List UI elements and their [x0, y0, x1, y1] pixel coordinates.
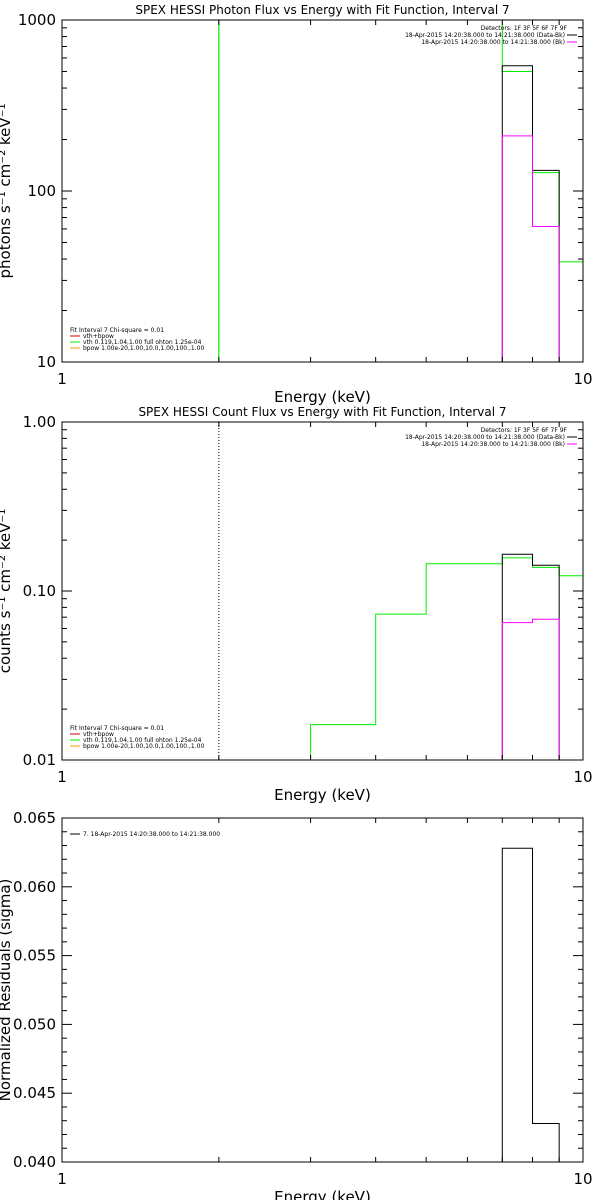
x-tick-label: 1 [57, 370, 67, 388]
fit-legend-entry: vth 0.119,1.04,1.00 full ohton 1.25e-04 [83, 339, 202, 346]
series-2-total [501, 65, 560, 362]
legend-entry: 7. 18-Apr-2015 14:20:38.000 to 14:21:38.… [83, 831, 220, 838]
x-tick-label: 10 [573, 768, 592, 786]
x-axis-label: Energy (keV) [274, 388, 371, 406]
series-3-bk [501, 618, 560, 760]
fit-legend-entry: vth+bpow [83, 333, 114, 340]
x-axis-label: Energy (keV) [274, 1188, 371, 1200]
fit-legend-header: Fit Interval 7 Chi-square = 0.01 [70, 725, 164, 732]
legend-entry: 18-Apr-2015 14:20:38.000 to 14:21:38.000… [421, 441, 565, 448]
y-tick-label: 0.065 [13, 809, 56, 827]
y-tick-label: 0.060 [13, 878, 56, 896]
fit-legend-entry: vth+bpow [83, 731, 114, 738]
y-tick-label: 0.040 [13, 1153, 56, 1171]
y-tick-label: 0.050 [13, 1015, 56, 1033]
y-tick-label: 0.10 [23, 582, 56, 600]
y-tick-label: 100 [27, 182, 56, 200]
axes-frame [61, 817, 584, 1163]
y-tick-label: 1.00 [23, 413, 56, 431]
fit-legend-entry: bpow 1.00e-20,1.00,10.0,1.00,100.,1.00 [83, 743, 204, 750]
y-axis-label: Normalized Residuals (sigma) [0, 879, 14, 1102]
plot-area [501, 847, 560, 1162]
series-3-bk [501, 135, 560, 362]
plot-area [218, 20, 583, 362]
series-1-vth [310, 557, 583, 760]
legend-header: Detectors: 1F 3F 5F 6F 7F 9F [481, 427, 568, 434]
y-tick-label: 1000 [18, 11, 56, 29]
fit-legend-entry: vth 0.119,1.04,1.00 full ohton 1.25e-04 [83, 737, 202, 744]
legend-header: Detectors: 1F 3F 5F 6F 7F 9F [481, 25, 568, 32]
x-tick-label: 10 [573, 370, 592, 388]
chart-title: SPEX HESSI Count Flux vs Energy with Fit… [138, 405, 506, 419]
fit-legend-entry: bpow 1.00e-20,1.00,10.0,1.00,100.,1.00 [83, 345, 204, 352]
y-axis-label: counts s⁻¹ cm⁻² keV⁻¹ [0, 509, 14, 674]
chart-1: SPEX HESSI Photon Flux vs Energy with Fi… [0, 3, 593, 406]
series-1-vth [218, 20, 583, 362]
x-axis-label: Energy (keV) [274, 786, 371, 804]
x-tick-label: 1 [57, 768, 67, 786]
y-tick-label: 0.055 [13, 947, 56, 965]
x-tick-label: 1 [57, 1170, 67, 1188]
chart-3: 1 10 Energy (keV) 0.040 0.045 0.050 0.055 0.060… [0, 809, 593, 1200]
chart-title: SPEX HESSI Photon Flux vs Energy with Fi… [135, 3, 509, 17]
y-axis-label: photons s⁻¹ cm⁻² keV⁻¹ [0, 104, 14, 279]
legend-entry: 18-Apr-2015 14:20:38.000 to 14:21:38.000… [421, 39, 565, 46]
y-tick-label: 10 [37, 353, 56, 371]
y-tick-label: 0.045 [13, 1084, 56, 1102]
series-1-total [501, 847, 560, 1162]
y-tick-label: 0.01 [23, 751, 56, 769]
x-tick-label: 10 [573, 1170, 592, 1188]
legend-entry: 18-Apr-2015 14:20:38.000 to 14:21:38.000… [405, 32, 565, 39]
chart-2: SPEX HESSI Count Flux vs Energy with Fit… [0, 405, 593, 804]
series-2-total [501, 553, 560, 760]
legend-entry: 18-Apr-2015 14:20:38.000 to 14:21:38.000… [405, 434, 565, 441]
fit-legend-header: Fit Interval 7 Chi-square = 0.01 [70, 327, 164, 334]
plot-area [218, 422, 583, 760]
axes-frame [61, 421, 584, 761]
